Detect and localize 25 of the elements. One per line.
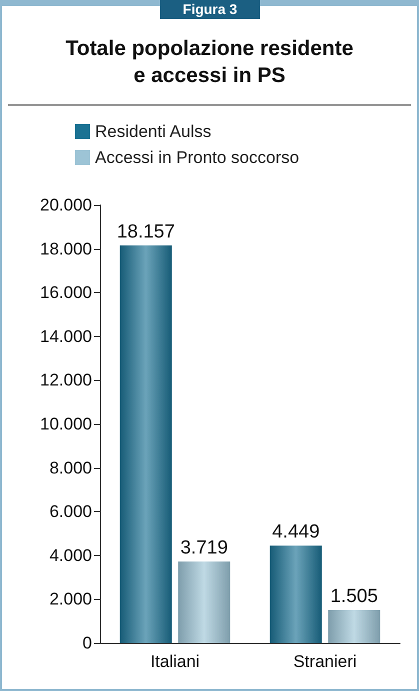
bar xyxy=(120,245,172,643)
legend-label: Accessi in Pronto soccorso xyxy=(95,148,300,167)
bar xyxy=(270,546,322,643)
data-label: 18.157 xyxy=(116,221,175,242)
x-tick-label: Italiani xyxy=(150,652,200,671)
text: Figura 3 xyxy=(160,0,260,19)
y-tick-label: 14.000 xyxy=(40,326,92,346)
data-label: 1.505 xyxy=(330,586,378,608)
chart-title: Totale popolazione residente e accessi in PS xyxy=(66,37,354,87)
y-tick-label: 20.000 xyxy=(40,196,92,214)
y-tick-label: 18.000 xyxy=(40,239,92,258)
bar xyxy=(328,610,380,643)
data-label: 4.449 xyxy=(272,522,320,543)
y-tick-label: 12.000 xyxy=(40,370,92,390)
y-tick-label: 4.000 xyxy=(49,546,92,565)
y-tick-label: 0 xyxy=(82,634,92,652)
legend-label: Residenti Aulss xyxy=(95,122,212,141)
data-label: 3.719 xyxy=(180,538,228,559)
y-tick-label: 8.000 xyxy=(49,458,92,478)
x-tick-label: Stranieri xyxy=(293,652,357,671)
y-tick-label: 10.000 xyxy=(40,414,92,434)
y-tick-label: 16.000 xyxy=(40,283,92,302)
bar xyxy=(178,562,230,643)
y-tick-label: 2.000 xyxy=(49,590,92,609)
y-tick-label: 6.000 xyxy=(49,502,92,522)
